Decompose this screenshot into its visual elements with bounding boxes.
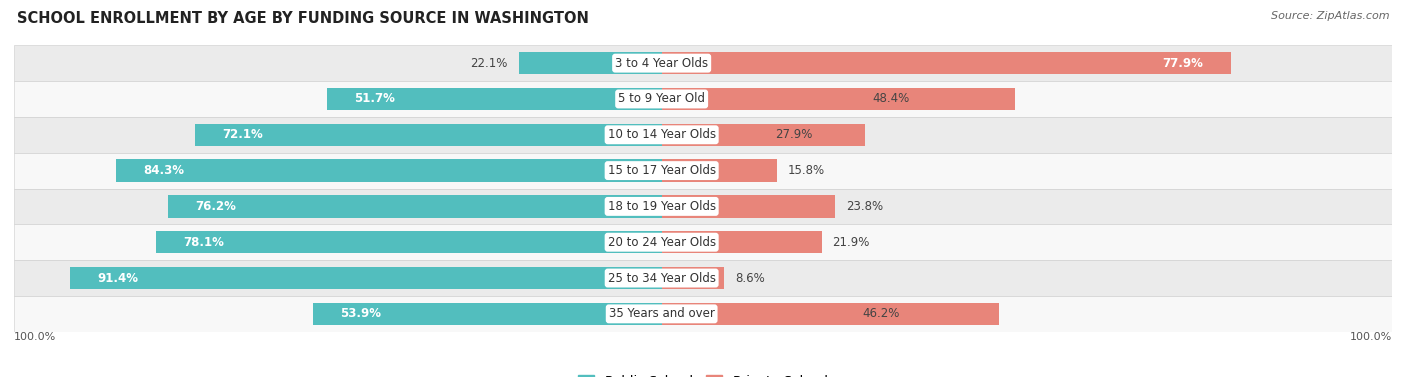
Text: 5 to 9 Year Old: 5 to 9 Year Old — [619, 92, 706, 106]
Bar — [14, 260, 1392, 296]
Text: SCHOOL ENROLLMENT BY AGE BY FUNDING SOURCE IN WASHINGTON: SCHOOL ENROLLMENT BY AGE BY FUNDING SOUR… — [17, 11, 589, 26]
Bar — [662, 195, 835, 218]
Text: 3 to 4 Year Olds: 3 to 4 Year Olds — [614, 57, 709, 70]
Text: 27.9%: 27.9% — [776, 128, 813, 141]
Text: 76.2%: 76.2% — [195, 200, 236, 213]
Bar — [312, 303, 662, 325]
Text: 8.6%: 8.6% — [735, 271, 765, 285]
Bar — [195, 124, 662, 146]
Bar — [169, 195, 662, 218]
Text: 46.2%: 46.2% — [862, 307, 900, 320]
Bar — [14, 45, 1392, 81]
Bar — [662, 124, 866, 146]
Text: 77.9%: 77.9% — [1163, 57, 1204, 70]
Text: 20 to 24 Year Olds: 20 to 24 Year Olds — [607, 236, 716, 249]
Bar — [14, 153, 1392, 188]
Text: 100.0%: 100.0% — [1350, 332, 1392, 342]
Text: 53.9%: 53.9% — [340, 307, 381, 320]
Text: Source: ZipAtlas.com: Source: ZipAtlas.com — [1271, 11, 1389, 21]
Bar — [14, 117, 1392, 153]
Bar — [14, 188, 1392, 224]
Text: 72.1%: 72.1% — [222, 128, 263, 141]
Text: 22.1%: 22.1% — [470, 57, 508, 70]
Bar — [519, 52, 662, 74]
Bar — [156, 231, 662, 253]
Bar — [115, 159, 662, 182]
Text: 48.4%: 48.4% — [873, 92, 910, 106]
Text: 25 to 34 Year Olds: 25 to 34 Year Olds — [607, 271, 716, 285]
Text: 91.4%: 91.4% — [97, 271, 138, 285]
Text: 23.8%: 23.8% — [846, 200, 883, 213]
Bar — [662, 303, 1000, 325]
Bar — [662, 159, 778, 182]
Text: 18 to 19 Year Olds: 18 to 19 Year Olds — [607, 200, 716, 213]
Bar — [326, 88, 662, 110]
Bar — [662, 52, 1230, 74]
Text: 15 to 17 Year Olds: 15 to 17 Year Olds — [607, 164, 716, 177]
Bar — [70, 267, 662, 289]
Bar — [14, 296, 1392, 332]
Text: 84.3%: 84.3% — [143, 164, 184, 177]
Legend: Public School, Private School: Public School, Private School — [578, 375, 828, 377]
Bar — [14, 224, 1392, 260]
Text: 10 to 14 Year Olds: 10 to 14 Year Olds — [607, 128, 716, 141]
Bar — [662, 267, 724, 289]
Text: 35 Years and over: 35 Years and over — [609, 307, 714, 320]
Bar — [662, 88, 1015, 110]
Text: 100.0%: 100.0% — [14, 332, 56, 342]
Text: 51.7%: 51.7% — [354, 92, 395, 106]
Bar — [14, 81, 1392, 117]
Text: 15.8%: 15.8% — [789, 164, 825, 177]
Text: 21.9%: 21.9% — [832, 236, 870, 249]
Bar — [662, 231, 821, 253]
Text: 78.1%: 78.1% — [183, 236, 225, 249]
